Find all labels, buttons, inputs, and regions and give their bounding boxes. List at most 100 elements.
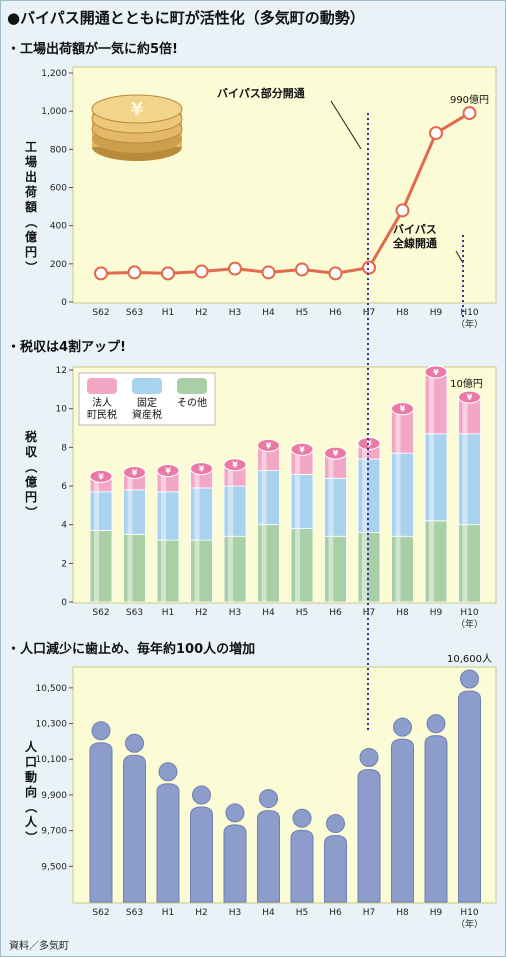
chart2-bar-property-tax xyxy=(156,491,180,541)
yen-mark-icon: ¥ xyxy=(132,468,138,477)
chart2-bar-other xyxy=(123,533,146,603)
chart3-title: ・人口減少に歯止め、毎年約100人の増加 xyxy=(7,641,255,657)
legend-label: 法人 xyxy=(92,396,112,409)
chart2-bar-property-tax-shine xyxy=(362,458,367,533)
chart3-bar-head xyxy=(125,733,144,753)
yen-coin-icon: ¥ xyxy=(91,94,183,161)
chart2-bar-other-shine xyxy=(462,524,468,602)
chart2-bar-property-tax-shine xyxy=(429,433,434,521)
chart3-y-tick-label: 10,100 xyxy=(36,755,68,765)
chart2-bar-other xyxy=(190,539,213,603)
chart3-bar-head xyxy=(259,789,278,809)
chart2-bar-property-tax-shine xyxy=(161,491,166,541)
chart3-bar-body xyxy=(190,806,213,903)
chart2-bar-other-shine xyxy=(295,528,300,602)
yen-mark-icon: ¥ xyxy=(232,461,238,470)
chart1-x-unit: （年） xyxy=(456,318,483,330)
chart1-x-tick-label: S63 xyxy=(126,308,143,318)
svg-text:¥: ¥ xyxy=(131,99,144,120)
chart3-bar-head xyxy=(91,721,111,741)
chart2-bar-other-shine xyxy=(228,536,233,602)
chart3-bar-body xyxy=(89,742,113,903)
chart2-y-tick-label: 6 xyxy=(61,482,67,492)
y-axis-label-char: （ xyxy=(24,461,39,473)
chart2-x-tick-label: H9 xyxy=(430,608,443,618)
y-axis-label-char: 億 xyxy=(25,474,37,489)
y-axis-label-char: 人 xyxy=(25,814,38,829)
chart3-bar-body xyxy=(391,738,414,903)
chart3-bar-head xyxy=(460,669,479,689)
person-icon xyxy=(123,733,146,903)
chart3-bar-body xyxy=(223,824,247,903)
person-icon xyxy=(156,762,180,903)
yen-mark-icon: ¥ xyxy=(366,439,372,448)
full-opening-label-2: 全線開通 xyxy=(392,236,437,250)
y-axis-label-char: ） xyxy=(24,831,39,843)
chart2-x-tick-label: H10 xyxy=(460,608,478,618)
chart1-data-point xyxy=(429,126,443,141)
y-axis-label-char: 動 xyxy=(25,769,37,784)
chart2-bar-other xyxy=(257,524,280,603)
chart1-y-tick-label: 0 xyxy=(61,298,67,308)
yen-mark-icon: ¥ xyxy=(433,368,439,377)
chart2-bar-corporate-tax-shine xyxy=(328,453,334,479)
chart3-x-tick-label: H8 xyxy=(396,908,409,918)
y-axis-label-char: 額 xyxy=(24,199,37,214)
chart2-column-cap xyxy=(257,438,280,452)
chart2-bar-property-tax xyxy=(123,489,146,535)
chart3-x-tick-label: H4 xyxy=(262,908,275,918)
person-icon xyxy=(290,808,314,903)
chart3-last-value-label: 10,600人 xyxy=(447,653,492,665)
chart2-bar-property-tax xyxy=(89,491,113,531)
y-axis-label-char: ） xyxy=(24,261,39,273)
y-axis-label-char: 収 xyxy=(25,445,38,459)
chart1-data-point xyxy=(161,266,175,281)
chart2-x-tick-label: S63 xyxy=(126,608,143,618)
chart2-bar-property-tax-shine xyxy=(328,478,334,537)
chart2-bar-other xyxy=(156,539,180,603)
y-axis-label-char: 人 xyxy=(25,739,38,754)
chart3-bar-head xyxy=(326,814,345,834)
chart1-y-axis-label: 工場出荷額 （億円 ） xyxy=(24,140,39,273)
chart2-bar-property-tax-shine xyxy=(295,474,300,529)
chart2-column-cap xyxy=(89,469,113,483)
partial-opening-label: バイパス部分開通 xyxy=(217,86,305,100)
chart2-bar-corporate-tax-shine xyxy=(362,443,367,459)
legend-label: その他 xyxy=(177,396,207,409)
yen-mark-icon: ¥ xyxy=(333,449,339,458)
chart3-x-tick-label: S62 xyxy=(92,908,109,918)
chart2-bar-property-tax xyxy=(458,433,481,526)
chart2-bar-other xyxy=(89,530,113,603)
chart2-column: ¥ xyxy=(391,402,414,603)
partial-opening-leader xyxy=(330,100,362,150)
chart1-y-tick-label: 1,000 xyxy=(41,107,67,117)
chart3-bar-head xyxy=(292,808,312,828)
chart2-bar-other xyxy=(391,535,414,603)
person-icon xyxy=(257,789,280,903)
chart2-last-value-label: 10億円 xyxy=(450,377,483,390)
chart2-x-unit: （年） xyxy=(456,618,483,630)
chart2-bar-property-tax-shine xyxy=(194,487,200,541)
chart2-column: ¥ xyxy=(290,442,314,603)
chart2-bar-other xyxy=(290,528,314,603)
chart2-column-cap xyxy=(156,464,180,478)
y-axis-label-char: 億 xyxy=(25,229,37,244)
legend-label: 資産税 xyxy=(132,408,162,421)
chart1-title: ・工場出荷額が一気に約5倍! xyxy=(7,41,178,57)
chart2-x-tick-label: S62 xyxy=(92,608,109,618)
chart1-x-tick-label: H9 xyxy=(430,308,443,318)
chart2-bar-property-tax xyxy=(190,487,213,541)
chart3-bar-body xyxy=(156,783,180,903)
chart2-column: ¥ xyxy=(223,458,247,603)
y-axis-label-char: （ xyxy=(24,216,39,228)
chart2-column-cap xyxy=(424,365,448,379)
chart2-y-tick-label: 8 xyxy=(61,443,67,453)
chart2-column: ¥ xyxy=(424,365,448,603)
person-icon xyxy=(391,717,414,903)
y-axis-label-char: 円 xyxy=(25,490,37,504)
chart2-column: ¥ xyxy=(89,469,113,603)
chart2-bar-property-tax xyxy=(290,473,314,529)
chart1-x-tick-label: S62 xyxy=(92,308,109,318)
chart1-data-point xyxy=(194,264,209,279)
